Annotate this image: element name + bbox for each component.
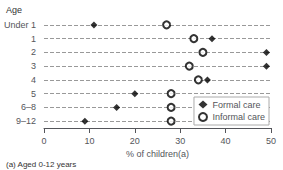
svg-text:3: 3 [31,61,36,71]
svg-text:0: 0 [41,136,46,146]
svg-text:Age: Age [6,5,22,15]
svg-text:4: 4 [31,75,36,85]
svg-text:% of children(a): % of children(a) [126,149,189,159]
svg-text:40: 40 [221,136,231,146]
svg-text:(a) Aged 0-12 years: (a) Aged 0-12 years [6,160,76,169]
svg-text:1: 1 [31,34,36,44]
svg-text:50: 50 [266,136,276,146]
svg-text:Under 1: Under 1 [4,20,36,30]
svg-text:5: 5 [31,89,36,99]
svg-text:9–12: 9–12 [16,116,36,126]
svg-text:Informal care: Informal care [212,112,265,122]
svg-text:2: 2 [31,47,36,57]
svg-text:Formal care: Formal care [212,100,260,110]
svg-text:10: 10 [84,136,94,146]
svg-text:20: 20 [130,136,140,146]
svg-text:6–8: 6–8 [21,102,36,112]
svg-text:30: 30 [175,136,185,146]
